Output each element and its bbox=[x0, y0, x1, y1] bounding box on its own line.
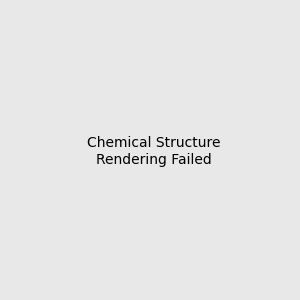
Text: Chemical Structure
Rendering Failed: Chemical Structure Rendering Failed bbox=[87, 136, 220, 166]
